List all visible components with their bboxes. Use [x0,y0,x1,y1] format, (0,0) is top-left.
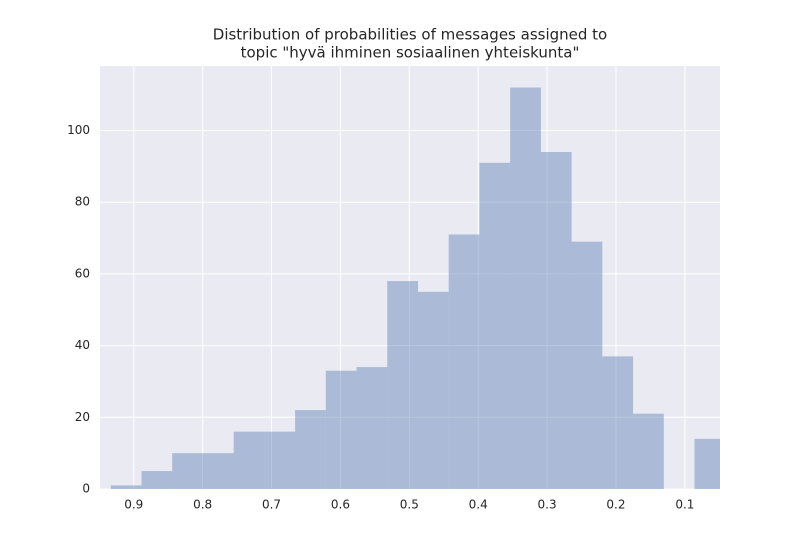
chart-title: Distribution of probabilities of message… [213,26,607,44]
bar [264,431,296,489]
bar [479,162,511,489]
x-tick-label: 0.7 [262,498,281,512]
y-tick-label: 100 [67,123,90,137]
x-tick-label: 0.8 [193,498,212,512]
bar [602,356,634,489]
bar [633,413,664,489]
bar [172,453,203,489]
x-tick-label: 0.9 [124,498,143,512]
bar [356,367,388,489]
x-tick-label: 0.4 [469,498,488,512]
bar [417,291,449,489]
bar [233,431,265,489]
bar [325,370,357,489]
bars [110,87,720,489]
x-tick-label: 0.1 [675,498,694,512]
y-tick-label: 0 [82,482,90,496]
bar [448,234,480,489]
bar [141,471,173,489]
bar [510,87,541,489]
y-tick-label: 20 [75,410,90,424]
bar [110,485,142,489]
x-tick-label: 0.3 [538,498,557,512]
y-tick-label: 80 [75,195,90,209]
bar [694,438,720,489]
chart-title: topic "hyvä ihminen sosiaalinen yhteisku… [241,44,580,62]
y-tick-label: 60 [75,266,90,280]
bar [571,241,603,489]
plot-area [100,66,720,489]
bar [387,281,418,489]
x-tick-label: 0.2 [606,498,625,512]
bar [202,453,234,489]
x-tick-label: 0.6 [331,498,350,512]
y-tick-label: 40 [75,338,90,352]
bar [295,410,326,489]
bar [540,152,572,489]
x-tick-label: 0.5 [400,498,419,512]
